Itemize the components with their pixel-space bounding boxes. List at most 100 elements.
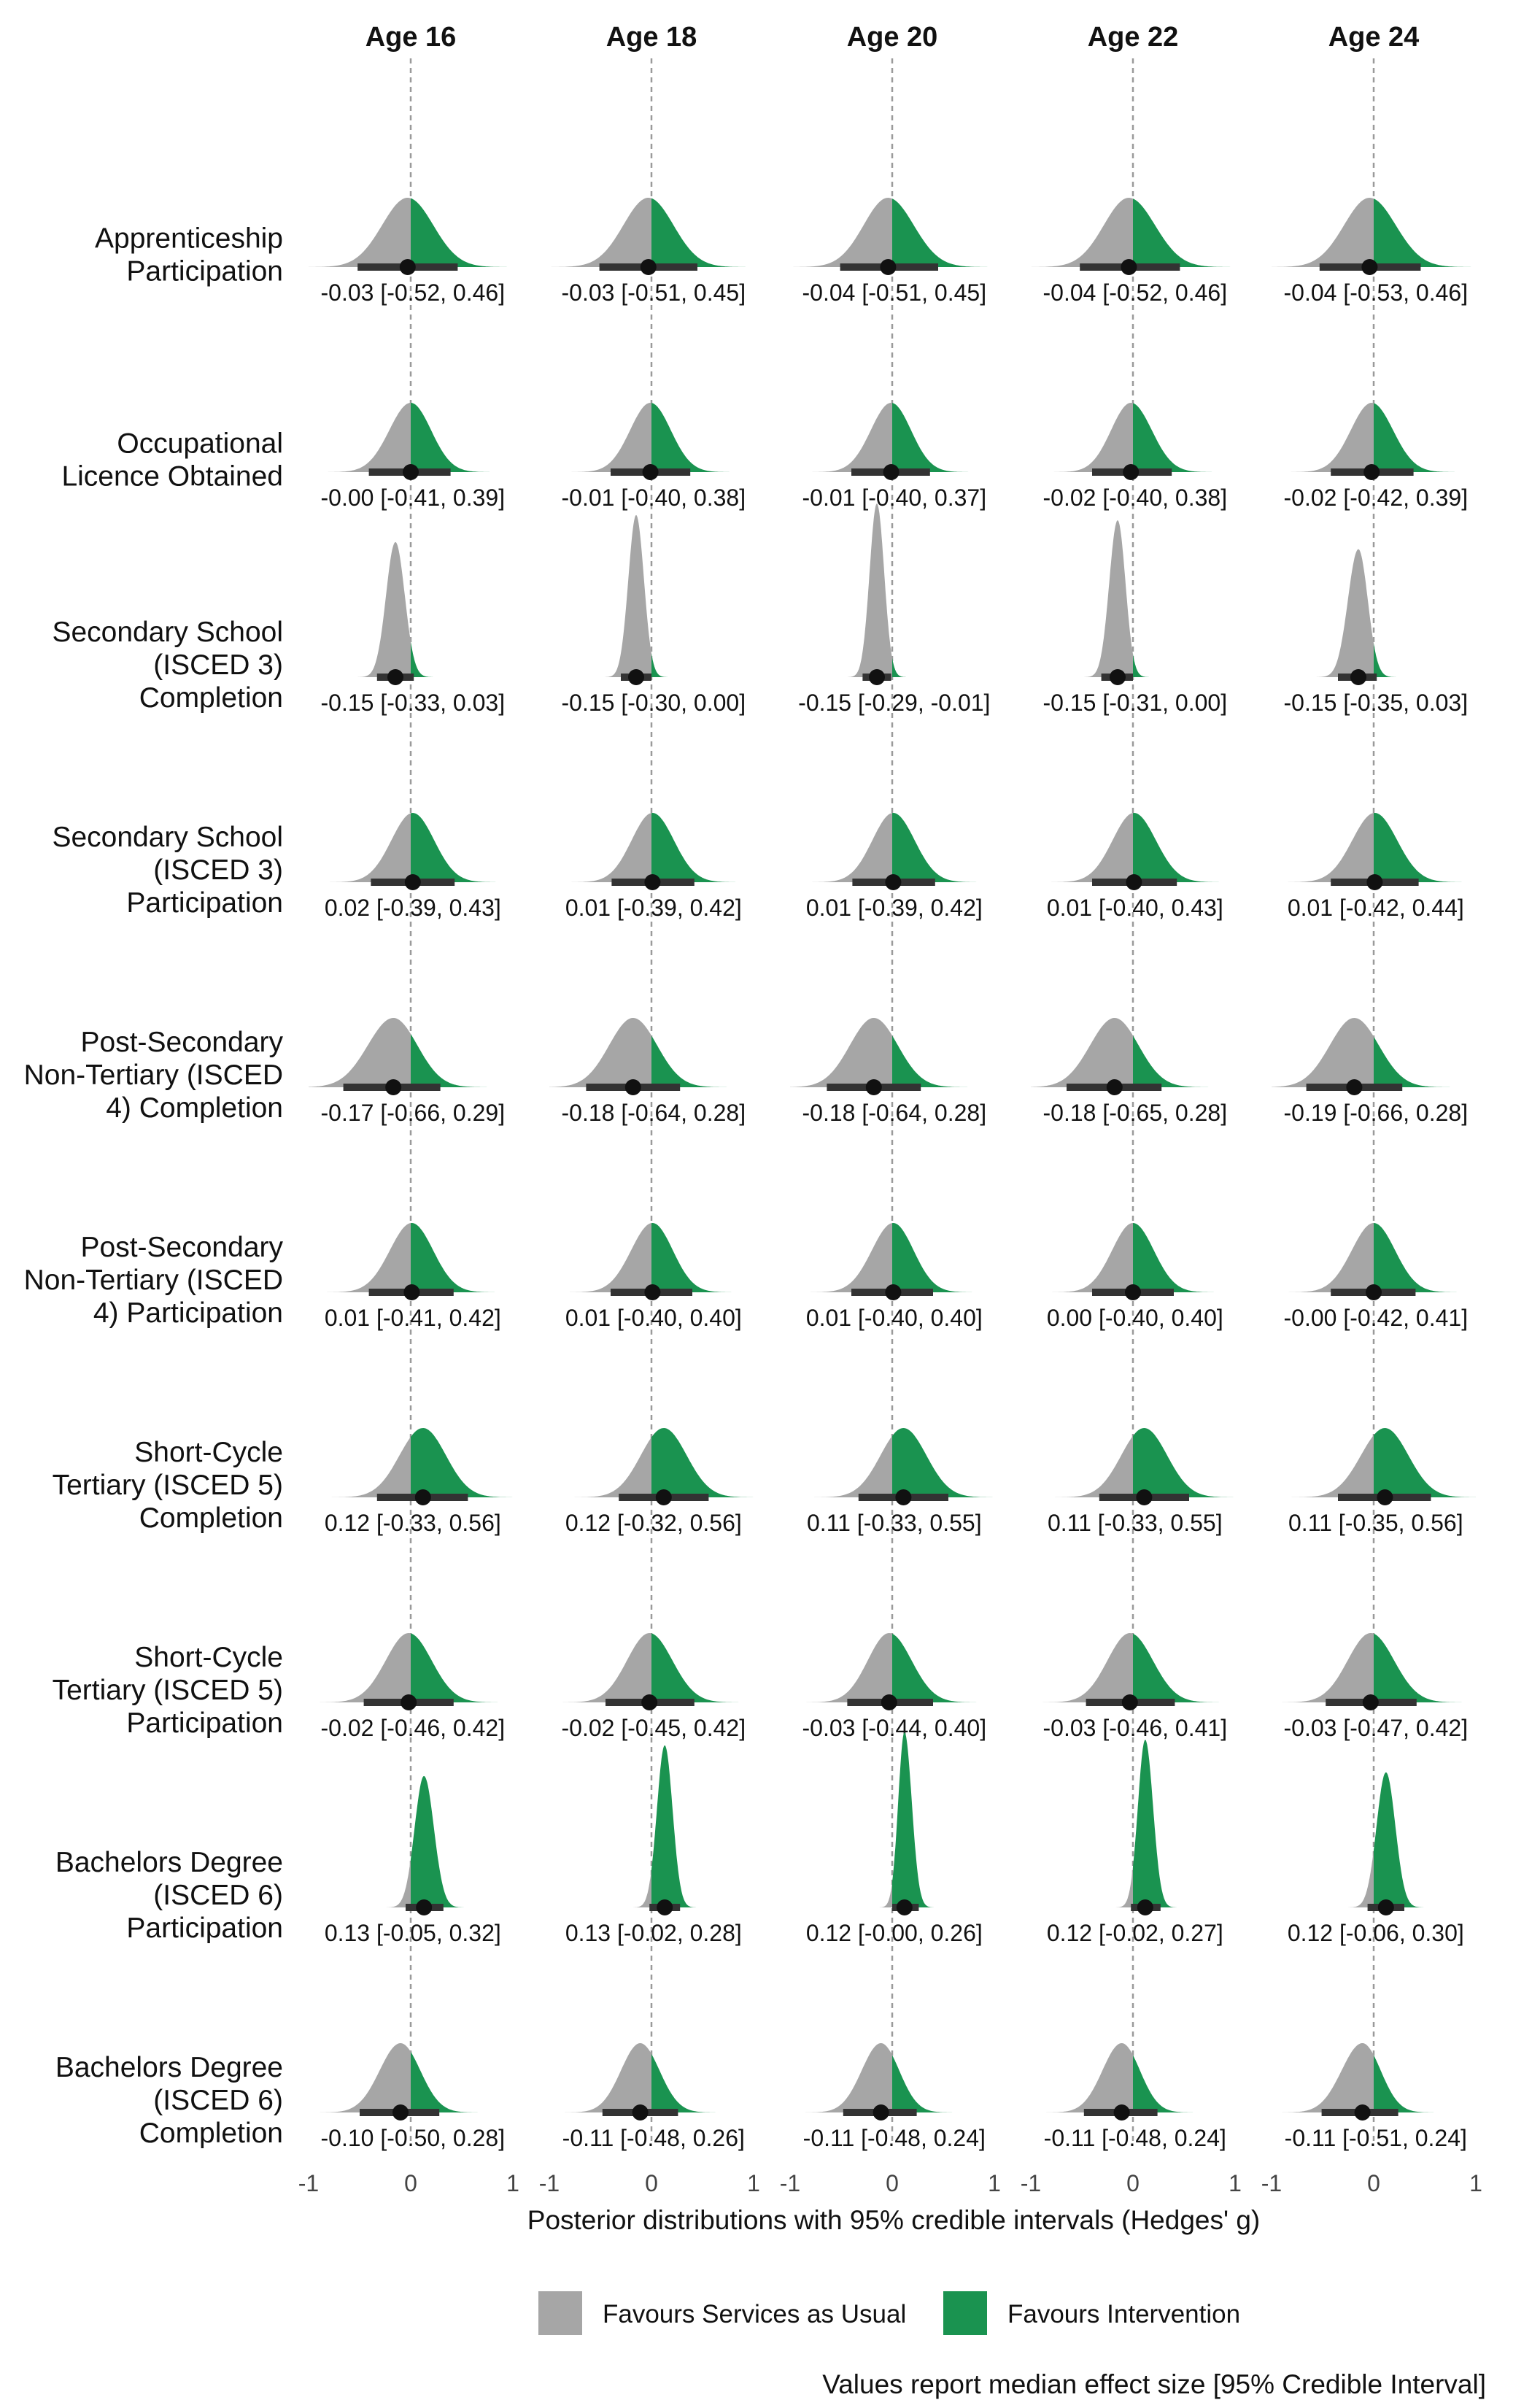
panel: -0.03 [-0.51, 0.45] — [549, 198, 748, 306]
column-header: Age 16 — [365, 22, 457, 53]
median-point — [881, 1694, 897, 1710]
density-positive — [1374, 1036, 1452, 1087]
panel: 0.12 [-0.02, 0.27] — [1047, 1740, 1223, 1946]
density-positive — [651, 1633, 741, 1702]
density-negative — [633, 1869, 651, 1907]
density-positive — [892, 2055, 954, 2112]
legend-swatch-intervention — [943, 2291, 987, 2335]
density-negative — [1272, 198, 1374, 267]
row-label: Short-Cycle Tertiary (ISCED 5) Participati… — [53, 1642, 283, 1739]
density-positive — [411, 403, 492, 472]
effect-label: -0.03 [-0.47, 0.42] — [1283, 1715, 1468, 1741]
legend: Favours Services as Usual Favours Interv… — [538, 2291, 1240, 2335]
x-tick-label: 1 — [747, 2170, 760, 2196]
effect-label: 0.01 [-0.42, 0.44] — [1288, 895, 1464, 921]
panel: 0.01 [-0.39, 0.42] — [806, 813, 983, 921]
panel: 0.01 [-0.39, 0.42] — [565, 813, 742, 921]
panel: -0.02 [-0.45, 0.42] — [560, 1633, 746, 1741]
density-positive — [1374, 1428, 1476, 1497]
panel: -0.15 [-0.29, -0.01] — [798, 503, 990, 716]
panel: 0.11 [-0.35, 0.56] — [1288, 1428, 1476, 1536]
column-headers: Age 16 Age 18 Age 20 Age 22 Age 24 — [365, 22, 1420, 53]
effect-label: 0.12 [-0.32, 0.56] — [565, 1510, 742, 1536]
effect-label: 0.13 [-0.02, 0.28] — [565, 1920, 742, 1946]
density-negative — [329, 1437, 411, 1497]
median-point — [1354, 2104, 1371, 2120]
x-axis-label: Posterior distributions with 95% credibl… — [527, 2205, 1260, 2235]
row-label: Post-Secondary Non-Tertiary (ISCED 4) Comp… — [24, 1027, 284, 1124]
panel: 0.01 [-0.40, 0.40] — [565, 1223, 742, 1331]
density-positive — [651, 1223, 734, 1292]
density-positive — [651, 1428, 754, 1497]
density-positive — [651, 403, 732, 472]
median-point — [1137, 1899, 1153, 1915]
density-negative — [803, 2043, 892, 2112]
panel: -0.18 [-0.64, 0.28] — [549, 1018, 746, 1126]
density-positive — [892, 1633, 979, 1702]
panel: -0.11 [-0.48, 0.24] — [803, 2043, 986, 2151]
density-positive — [651, 813, 738, 882]
effect-label: 0.01 [-0.41, 0.42] — [325, 1305, 501, 1331]
median-point — [1377, 1489, 1393, 1505]
panel: -0.01 [-0.40, 0.37] — [802, 403, 986, 511]
effect-label: -0.18 [-0.64, 0.28] — [802, 1100, 986, 1126]
median-point — [403, 1284, 420, 1300]
density-negative — [1272, 1018, 1374, 1087]
density-negative — [569, 813, 651, 882]
panel: -0.03 [-0.46, 0.41] — [1040, 1633, 1227, 1741]
median-point — [885, 874, 902, 890]
median-point — [628, 669, 644, 685]
median-point — [387, 669, 403, 685]
panel: -0.02 [-0.42, 0.39] — [1283, 403, 1468, 511]
density-negative — [810, 813, 892, 882]
density-negative — [1115, 1867, 1133, 1907]
density-positive — [651, 1745, 697, 1907]
row-label: Bachelors Degree (ISCED 6) Participation — [55, 1847, 283, 1944]
effect-label: -0.17 [-0.66, 0.29] — [320, 1100, 505, 1126]
effect-label: -0.03 [-0.44, 0.40] — [802, 1715, 986, 1741]
density-negative — [357, 541, 411, 677]
density-positive — [1133, 1223, 1217, 1292]
density-negative — [567, 1223, 651, 1292]
density-negative — [808, 1223, 892, 1292]
median-point — [1126, 874, 1142, 890]
panel: -0.04 [-0.52, 0.46] — [1031, 198, 1234, 306]
x-tick-label: 0 — [886, 2170, 899, 2196]
panel: -0.18 [-0.65, 0.28] — [1031, 1018, 1227, 1126]
median-point — [885, 1284, 902, 1300]
effect-label: -0.02 [-0.45, 0.42] — [561, 1715, 746, 1741]
effect-label: 0.01 [-0.39, 0.42] — [565, 895, 742, 921]
effect-label: -0.15 [-0.33, 0.03] — [320, 690, 505, 716]
median-point — [642, 464, 659, 480]
density-positive — [1374, 813, 1465, 882]
density-positive — [892, 657, 906, 677]
median-point — [401, 1694, 417, 1710]
panel: -0.11 [-0.48, 0.26] — [562, 2043, 745, 2151]
density-positive — [411, 1428, 513, 1497]
panel: 0.01 [-0.41, 0.42] — [324, 1223, 501, 1331]
density-negative — [790, 1018, 892, 1087]
panel: 0.12 [-0.06, 0.30] — [1288, 1772, 1464, 1946]
density-positive — [892, 198, 991, 267]
density-positive — [1133, 2055, 1195, 2112]
effect-label: 0.01 [-0.40, 0.43] — [1047, 895, 1223, 921]
median-point — [873, 2104, 889, 2120]
effect-label: -0.15 [-0.35, 0.03] — [1283, 690, 1468, 716]
panel: -0.11 [-0.51, 0.24] — [1279, 2043, 1467, 2151]
panel: 0.11 [-0.33, 0.55] — [1048, 1428, 1235, 1536]
panel: 0.02 [-0.39, 0.43] — [325, 813, 501, 921]
median-point — [1362, 1694, 1379, 1710]
density-negative — [1044, 2043, 1133, 2112]
density-negative — [810, 403, 892, 472]
density-positive — [651, 198, 748, 267]
effect-label: -0.15 [-0.29, -0.01] — [798, 690, 990, 716]
median-point — [1110, 669, 1126, 685]
panel: 0.11 [-0.33, 0.55] — [807, 1428, 994, 1536]
effect-label: 0.02 [-0.39, 0.43] — [325, 895, 501, 921]
density-negative — [386, 1859, 411, 1907]
density-positive — [651, 1035, 730, 1087]
median-point — [403, 464, 419, 480]
panel: -0.17 [-0.66, 0.29] — [309, 1018, 505, 1126]
density-positive — [411, 198, 510, 267]
x-tick-label: 0 — [1367, 2170, 1380, 2196]
